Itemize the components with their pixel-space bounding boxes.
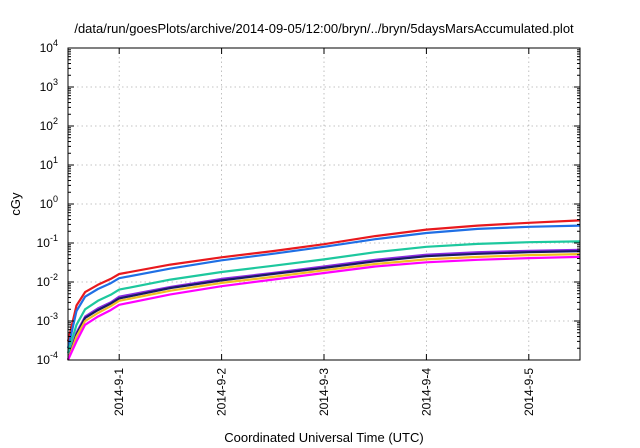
chart-title: /data/run/goesPlots/archive/2014-09-05/1…	[74, 21, 574, 36]
series-line-2	[66, 224, 581, 349]
y-tick-label: 101	[40, 155, 58, 172]
y-axis-label: cGy	[8, 192, 23, 216]
y-tick-label: 10-2	[37, 272, 58, 289]
series-group	[66, 219, 581, 361]
series-line-3	[66, 240, 581, 354]
x-tick-label: 2014-9-3	[317, 368, 331, 416]
y-tick-labels: 10-4 10-3 10-2 10-1 100 101 102 103 104	[37, 38, 58, 367]
x-tick-label: 2014-9-5	[522, 368, 536, 416]
series-line-7	[66, 255, 581, 361]
grid	[68, 48, 580, 360]
y-tick-label: 102	[40, 116, 58, 133]
x-tick-label: 2014-9-2	[215, 368, 229, 416]
x-tick-label: 2014-9-1	[112, 368, 126, 416]
y-tick-label: 103	[40, 77, 58, 94]
y-tick-label: 10-3	[37, 311, 58, 328]
axis-ticks	[68, 47, 580, 361]
y-tick-label: 10-1	[37, 233, 58, 250]
y-tick-label: 10-4	[37, 350, 58, 367]
x-tick-labels: 2014-9-1 2014-9-2 2014-9-3 2014-9-4 2014-9-5	[112, 368, 536, 416]
series-line-6	[66, 253, 581, 361]
y-tick-label: 104	[40, 38, 58, 55]
x-tick-label: 2014-9-4	[419, 368, 433, 416]
series-line-5	[66, 250, 581, 361]
x-axis-label: Coordinated Universal Time (UTC)	[224, 430, 423, 445]
series-line-4	[66, 248, 581, 361]
series-line-1	[66, 219, 581, 342]
y-tick-label: 100	[40, 194, 58, 211]
